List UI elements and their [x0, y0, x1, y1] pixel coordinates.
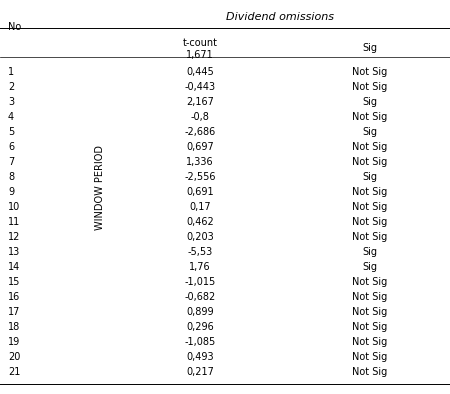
Text: 7: 7: [8, 157, 14, 167]
Text: Not Sig: Not Sig: [352, 112, 387, 122]
Text: 0,691: 0,691: [186, 187, 214, 197]
Text: 17: 17: [8, 307, 20, 317]
Text: Not Sig: Not Sig: [352, 202, 387, 212]
Text: 14: 14: [8, 262, 20, 272]
Text: 5: 5: [8, 127, 14, 137]
Text: Not Sig: Not Sig: [352, 217, 387, 227]
Text: Not Sig: Not Sig: [352, 322, 387, 332]
Text: Sig: Sig: [363, 247, 378, 257]
Text: Sig: Sig: [363, 127, 378, 137]
Text: 0,17: 0,17: [189, 202, 211, 212]
Text: -0,8: -0,8: [190, 112, 209, 122]
Text: 0,493: 0,493: [186, 352, 214, 362]
Text: 1,336: 1,336: [186, 157, 214, 167]
Text: Not Sig: Not Sig: [352, 352, 387, 362]
Text: 9: 9: [8, 187, 14, 197]
Text: 15: 15: [8, 277, 20, 287]
Text: t-count: t-count: [183, 38, 217, 48]
Text: Sig: Sig: [363, 172, 378, 182]
Text: 1,671: 1,671: [186, 50, 214, 60]
Text: Not Sig: Not Sig: [352, 187, 387, 197]
Text: Sig: Sig: [363, 97, 378, 107]
Text: 0,697: 0,697: [186, 142, 214, 152]
Text: Dividend omissions: Dividend omissions: [226, 12, 334, 22]
Text: 1,76: 1,76: [189, 262, 211, 272]
Text: -1,085: -1,085: [184, 337, 216, 347]
Text: Sig: Sig: [363, 43, 378, 53]
Text: 2,167: 2,167: [186, 97, 214, 107]
Text: Not Sig: Not Sig: [352, 82, 387, 92]
Text: 1: 1: [8, 67, 14, 77]
Text: 19: 19: [8, 337, 20, 347]
Text: 18: 18: [8, 322, 20, 332]
Text: 0,203: 0,203: [186, 232, 214, 242]
Text: 12: 12: [8, 232, 20, 242]
Text: 0,462: 0,462: [186, 217, 214, 227]
Text: Not Sig: Not Sig: [352, 232, 387, 242]
Text: -5,53: -5,53: [187, 247, 212, 257]
Text: 4: 4: [8, 112, 14, 122]
Text: -2,686: -2,686: [184, 127, 216, 137]
Text: -2,556: -2,556: [184, 172, 216, 182]
Text: No: No: [8, 22, 21, 32]
Text: Not Sig: Not Sig: [352, 367, 387, 377]
Text: Not Sig: Not Sig: [352, 307, 387, 317]
Text: 16: 16: [8, 292, 20, 302]
Text: Not Sig: Not Sig: [352, 277, 387, 287]
Text: 0,296: 0,296: [186, 322, 214, 332]
Text: 6: 6: [8, 142, 14, 152]
Text: 8: 8: [8, 172, 14, 182]
Text: Not Sig: Not Sig: [352, 337, 387, 347]
Text: Sig: Sig: [363, 262, 378, 272]
Text: -0,443: -0,443: [184, 82, 216, 92]
Text: 3: 3: [8, 97, 14, 107]
Text: Not Sig: Not Sig: [352, 157, 387, 167]
Text: 20: 20: [8, 352, 20, 362]
Text: 11: 11: [8, 217, 20, 227]
Text: 13: 13: [8, 247, 20, 257]
Text: 0,445: 0,445: [186, 67, 214, 77]
Text: -1,015: -1,015: [184, 277, 216, 287]
Text: Not Sig: Not Sig: [352, 142, 387, 152]
Text: 10: 10: [8, 202, 20, 212]
Text: 21: 21: [8, 367, 20, 377]
Text: 2: 2: [8, 82, 14, 92]
Text: WINDOW PERIOD: WINDOW PERIOD: [95, 145, 105, 229]
Text: 0,899: 0,899: [186, 307, 214, 317]
Text: 0,217: 0,217: [186, 367, 214, 377]
Text: -0,682: -0,682: [184, 292, 216, 302]
Text: Not Sig: Not Sig: [352, 67, 387, 77]
Text: Not Sig: Not Sig: [352, 292, 387, 302]
